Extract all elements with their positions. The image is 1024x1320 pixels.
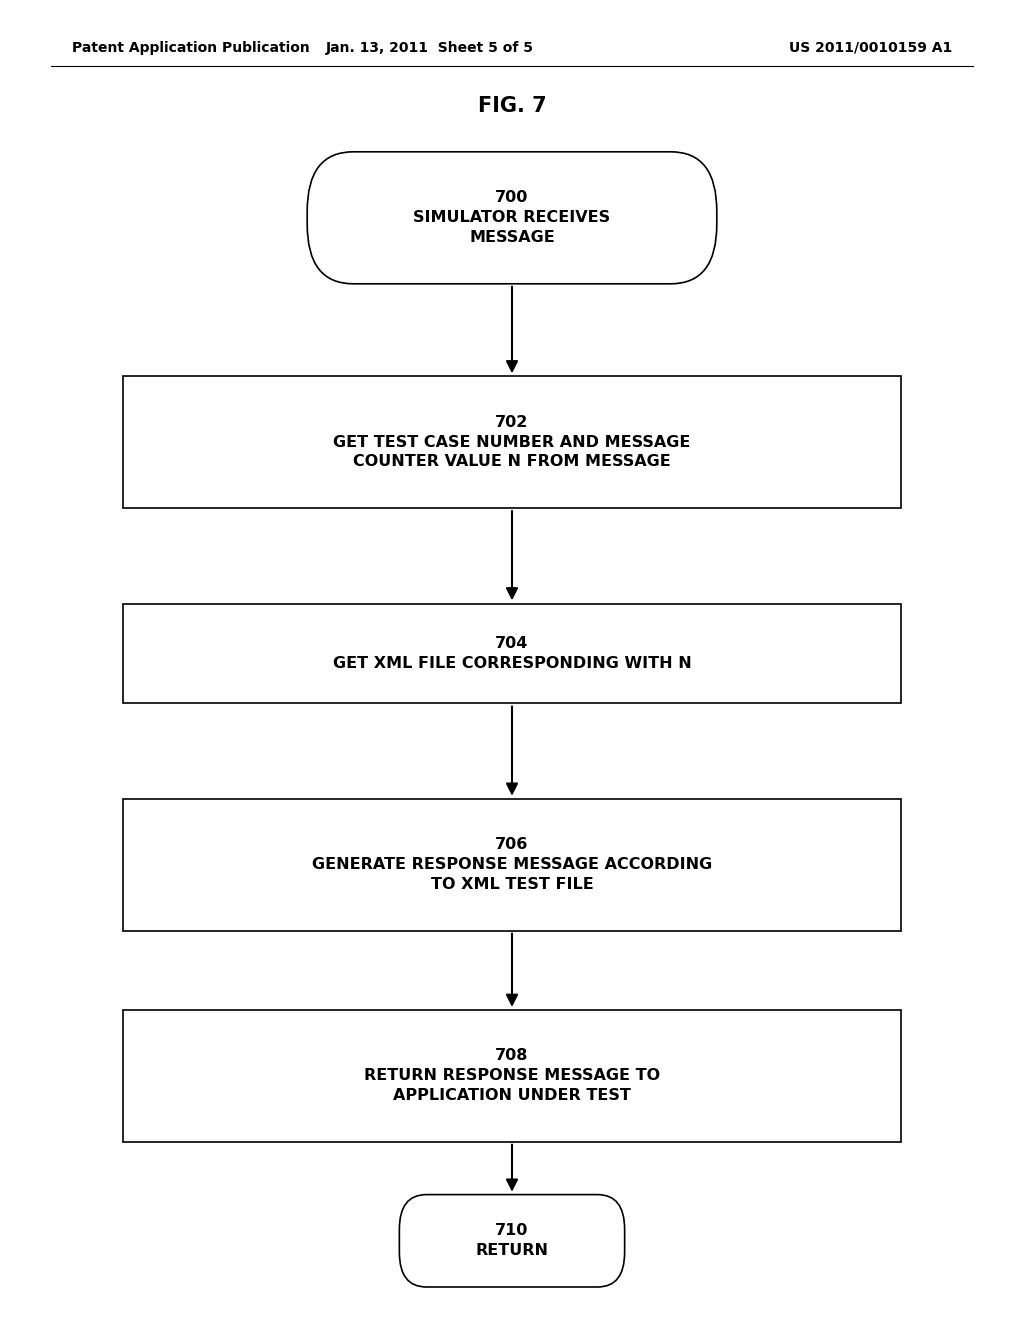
Text: 704
GET XML FILE CORRESPONDING WITH N: 704 GET XML FILE CORRESPONDING WITH N [333, 636, 691, 671]
Text: 702
GET TEST CASE NUMBER AND MESSAGE
COUNTER VALUE N FROM MESSAGE: 702 GET TEST CASE NUMBER AND MESSAGE COU… [334, 414, 690, 470]
Text: Patent Application Publication: Patent Application Publication [72, 41, 309, 54]
Text: 700
SIMULATOR RECEIVES
MESSAGE: 700 SIMULATOR RECEIVES MESSAGE [414, 190, 610, 246]
Text: 706
GENERATE RESPONSE MESSAGE ACCORDING
TO XML TEST FILE: 706 GENERATE RESPONSE MESSAGE ACCORDING … [312, 837, 712, 892]
FancyBboxPatch shape [123, 605, 901, 702]
FancyBboxPatch shape [123, 376, 901, 508]
Text: US 2011/0010159 A1: US 2011/0010159 A1 [790, 41, 952, 54]
Text: FIG. 7: FIG. 7 [477, 95, 547, 116]
Text: 708
RETURN RESPONSE MESSAGE TO
APPLICATION UNDER TEST: 708 RETURN RESPONSE MESSAGE TO APPLICATI… [364, 1048, 660, 1104]
Text: 710
RETURN: 710 RETURN [475, 1224, 549, 1258]
Text: Jan. 13, 2011  Sheet 5 of 5: Jan. 13, 2011 Sheet 5 of 5 [326, 41, 535, 54]
FancyBboxPatch shape [399, 1195, 625, 1287]
FancyBboxPatch shape [307, 152, 717, 284]
FancyBboxPatch shape [123, 799, 901, 931]
FancyBboxPatch shape [123, 1010, 901, 1142]
